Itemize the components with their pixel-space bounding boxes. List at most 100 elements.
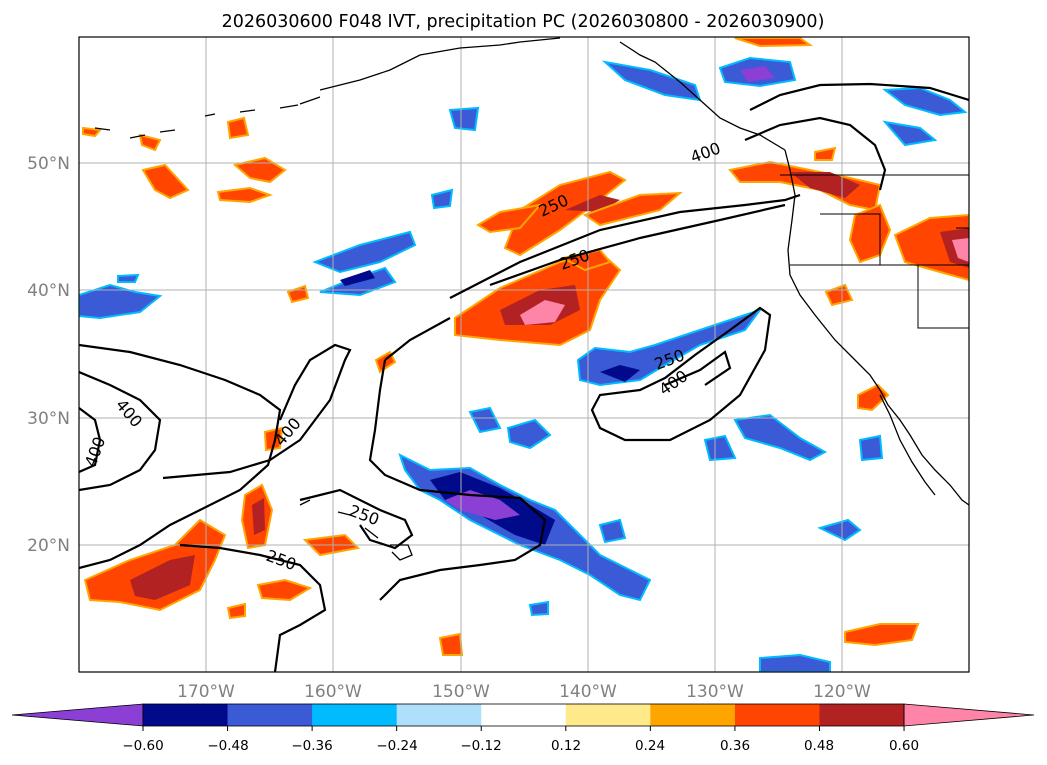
ivt-contour-250	[590, 306, 772, 442]
precip-positive-patch	[226, 602, 246, 620]
colorbar-outline	[142, 703, 905, 727]
map-area	[79, 37, 969, 672]
colorbar-tick-label: 0.48	[804, 738, 834, 754]
precip-positive-patch	[438, 632, 464, 656]
precip-positive-patch	[814, 146, 837, 161]
lon-label-130w: 130°W	[686, 682, 744, 702]
precip-positive-patch	[476, 203, 543, 234]
map-content: 400 250 250 250 400 400 250 250 400 400	[79, 37, 969, 672]
precip-positive-patch	[952, 238, 969, 262]
colorbar-tick-label: 0.12	[551, 738, 581, 754]
colorbar-tick-label: −0.60	[122, 738, 163, 754]
precip-positive-patch	[82, 126, 102, 138]
aleutian-islands	[94, 109, 256, 139]
hawaiian-islands	[299, 499, 413, 561]
precip-positive-patch	[232, 156, 287, 184]
precip-positive-patch	[520, 300, 565, 325]
lon-label-140w: 140°W	[559, 682, 617, 702]
precip-negative-patch	[817, 518, 862, 542]
state-borders	[790, 213, 969, 329]
colorbar-tick-label: −0.48	[207, 738, 248, 754]
colorbar-segment	[734, 704, 820, 726]
colorbar-segment	[396, 704, 482, 726]
precip-positive-patch	[256, 578, 313, 602]
colorbar-tick-label: 0.36	[720, 738, 750, 754]
colorbar-segment	[481, 704, 567, 726]
precip-positive-patch	[582, 191, 683, 227]
latitude-labels: 50°N 40°N 30°N 20°N	[27, 154, 70, 556]
colorbar-extend-low	[11, 703, 144, 727]
precip-positive-patch	[83, 518, 227, 612]
ivt-contour-400	[79, 370, 162, 492]
colorbar-segment	[650, 704, 736, 726]
precip-negative-patch	[600, 365, 640, 382]
precip-positive-patch	[138, 133, 162, 152]
lon-label-150w: 150°W	[432, 682, 490, 702]
ivt-contour-250	[384, 317, 451, 361]
baja-coast	[879, 394, 936, 496]
lat-label-50: 50°N	[27, 154, 70, 174]
colorbar-tick-label: −0.12	[460, 738, 501, 754]
precip-positive-patch	[141, 163, 190, 200]
ivt-contour-250	[162, 343, 352, 480]
colorbar-tick-label: 0.24	[635, 738, 665, 754]
precip-positive-patch	[130, 555, 195, 600]
ivt-contour-400	[79, 407, 102, 474]
colorbar-tick-labels: −0.60 −0.48 −0.36 −0.24 −0.12 0.12 0.24 …	[122, 738, 919, 754]
ivt-contour-400	[664, 350, 732, 387]
colorbar-segment	[819, 704, 905, 726]
map-frame	[78, 36, 970, 673]
precip-negative-patch	[340, 270, 375, 286]
ivt-contours	[79, 82, 969, 672]
lon-label-170w: 170°W	[177, 682, 235, 702]
alaska-coast	[279, 37, 786, 151]
colorbar-tick-label: 0.60	[889, 738, 919, 754]
colorbar-segment	[565, 704, 651, 726]
precip-negative-patch	[506, 418, 552, 450]
graticule	[79, 37, 969, 672]
precip-negative-patch	[79, 283, 163, 320]
ivt-contour-250	[179, 543, 327, 672]
colorbar-segment	[312, 704, 398, 726]
precip-negative-patch	[882, 120, 938, 147]
ivt-contour-250	[79, 343, 282, 570]
map-title: 2026030600 F048 IVT, precipitation PC (2…	[222, 12, 825, 32]
coastlines	[94, 37, 969, 561]
precip-negative-patch	[468, 406, 502, 434]
ivt-contour-250	[489, 203, 786, 287]
precip-negative-patch	[312, 230, 417, 274]
precip-negative-patch	[430, 188, 454, 210]
ivt-contour-250	[368, 359, 547, 601]
precip-negative-patch	[445, 490, 520, 520]
ivt-contour-250	[749, 82, 969, 111]
lat-label-30: 30°N	[27, 409, 70, 429]
lon-label-120w: 120°W	[813, 682, 871, 702]
precip-positive-patch	[226, 116, 250, 140]
ivt-contour-250	[299, 488, 414, 550]
lon-label-160w: 160°W	[304, 682, 362, 702]
colorbar-tick-label: −0.24	[376, 738, 417, 754]
lat-label-20: 20°N	[27, 536, 70, 556]
lat-label-40: 40°N	[27, 281, 70, 301]
precip-negative-patch	[598, 518, 627, 544]
precip-negative-patch	[703, 434, 737, 462]
precip-negative-patch	[759, 653, 831, 672]
precip-positive-patch	[252, 498, 265, 535]
ivt-contour-400	[744, 116, 887, 191]
precip-positive-patch	[734, 37, 814, 48]
longitude-labels: 170°W 160°W 150°W 140°W 130°W 120°W	[177, 682, 871, 702]
colorbar-extend-high	[903, 703, 1035, 727]
precip-positive-patch	[216, 186, 274, 204]
precip-negative-patch	[117, 273, 140, 283]
precip-negative-patch	[858, 434, 884, 462]
precip-positive-patch	[844, 623, 920, 647]
ivt-contour-250	[449, 193, 801, 299]
precip-negative-patch	[733, 413, 828, 462]
precip-negative-patch	[448, 106, 480, 132]
colorbar	[11, 703, 1035, 731]
north-america-coast	[784, 149, 969, 506]
colorbar-segment	[143, 704, 229, 726]
colorbar-segment	[227, 704, 313, 726]
precip-negative-patch	[740, 66, 775, 82]
